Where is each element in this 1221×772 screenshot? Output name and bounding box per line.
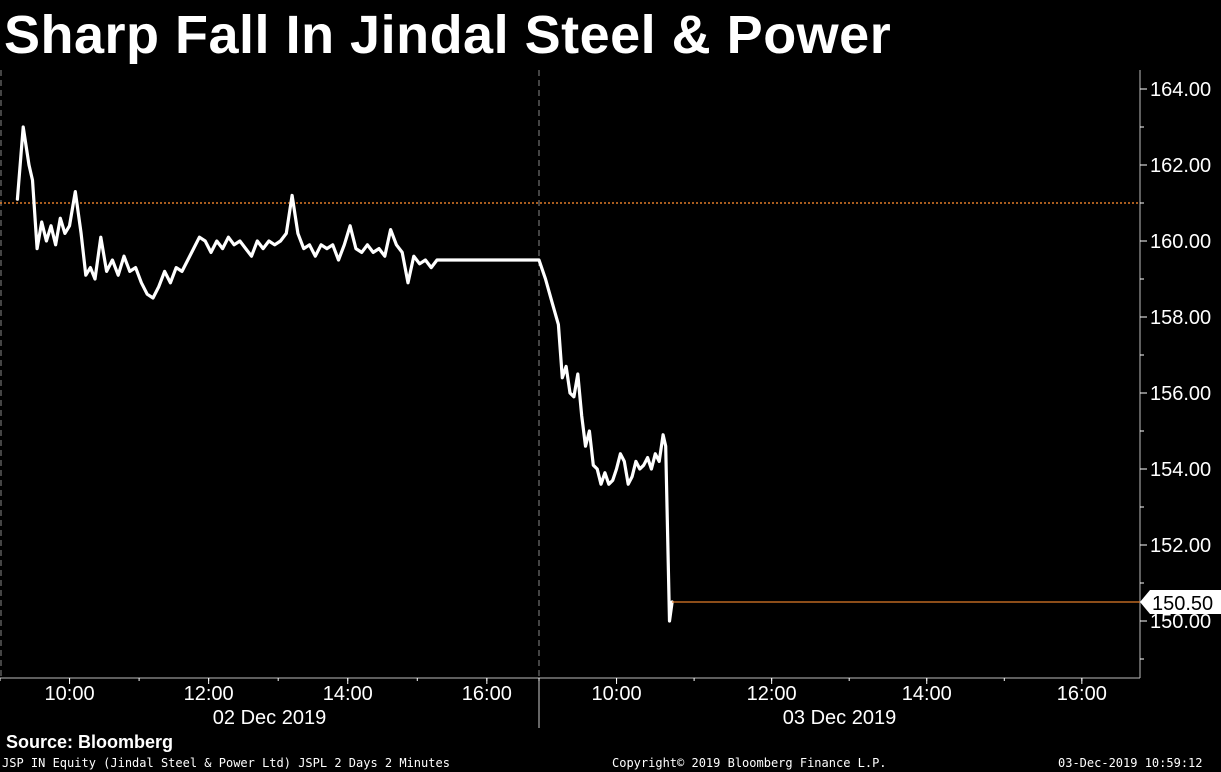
timestamp-text: 03-Dec-2019 10:59:12 [1058, 756, 1203, 770]
chart-title: Sharp Fall In Jindal Steel & Power [4, 5, 892, 65]
copyright-text: Copyright© 2019 Bloomberg Finance L.P. [612, 756, 887, 770]
chart-marks: 150.50 [0, 125, 1221, 623]
x-day-label: 03 Dec 2019 [783, 707, 896, 729]
y-tick-label: 152.00 [1150, 535, 1211, 557]
y-tick-label: 150.00 [1150, 611, 1211, 633]
y-tick-label: 158.00 [1150, 307, 1211, 329]
y-tick-label: 164.00 [1150, 79, 1211, 101]
y-tick-label: 160.00 [1150, 231, 1211, 253]
x-tick-label: 10:00 [45, 683, 95, 705]
x-tick-label: 12:00 [184, 683, 234, 705]
last-price-badge [1140, 590, 1221, 614]
price-series-line [15, 125, 674, 623]
ticker-info: JSP IN Equity (Jindal Steel & Power Ltd)… [2, 756, 450, 770]
y-tick-label: 162.00 [1150, 155, 1211, 177]
last-price-label: 150.50 [1152, 593, 1213, 615]
x-tick-label: 14:00 [902, 683, 952, 705]
y-tick-label: 156.00 [1150, 383, 1211, 405]
x-tick-label: 10:00 [592, 683, 642, 705]
y-tick-label: 154.00 [1150, 459, 1211, 481]
chart-axes: 164.00 162.00 160.00 158.00 156.00 154.00 152.… [0, 70, 1211, 729]
x-tick-label: 12:00 [747, 683, 797, 705]
x-tick-label: 14:00 [323, 683, 373, 705]
x-tick-label: 16:00 [462, 683, 512, 705]
x-tick-label: 16:00 [1057, 683, 1107, 705]
source-label: Source: Bloomberg [6, 732, 174, 752]
x-day-label: 02 Dec 2019 [213, 707, 326, 729]
